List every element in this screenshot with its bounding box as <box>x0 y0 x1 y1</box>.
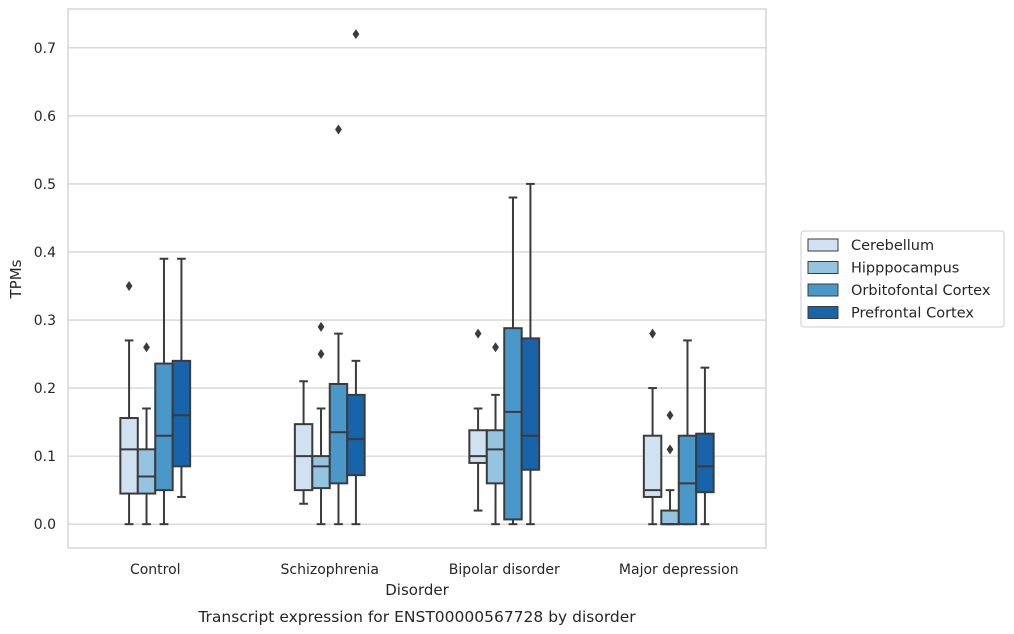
x-tick-labels: Control Schizophrenia Bipolar disorder Majo… <box>130 562 739 578</box>
x-tick-label: Major depression <box>619 562 739 578</box>
outlier-point <box>335 124 342 135</box>
outlier-point <box>492 342 499 353</box>
legend-label: Cerebellum <box>851 238 934 254</box>
legend-swatch <box>807 306 839 319</box>
legend: Cerebellum Hipppocampus Orbitofontal Corte… <box>800 230 1005 328</box>
outlier-point <box>317 321 325 332</box>
outlier-point <box>125 280 133 291</box>
y-tick-label: 0.4 <box>34 245 56 261</box>
box-body <box>171 359 192 468</box>
box-body <box>503 327 523 521</box>
box-4-3 <box>520 182 541 526</box>
outlier-point <box>649 328 656 339</box>
legend-label: Prefrontal Cortex <box>851 306 974 322</box>
box-body <box>485 429 506 485</box>
y-tick-label: 0.7 <box>34 41 56 57</box>
box-body <box>119 417 139 495</box>
box-4-1 <box>171 257 192 498</box>
box-body <box>660 509 680 526</box>
legend-label: Hipppocampus <box>851 261 959 277</box>
y-tick-label: 0.6 <box>34 109 56 125</box>
box-body <box>677 434 698 526</box>
x-tick-label: Bipolar disorder <box>449 562 560 578</box>
box-body <box>642 434 663 498</box>
box-body <box>154 362 174 492</box>
x-tick-label: Schizophrenia <box>281 562 379 578</box>
y-tick-label: 0.1 <box>34 449 56 465</box>
y-tick-label: 0.2 <box>34 381 56 397</box>
box-3-3 <box>503 196 523 526</box>
box-1-4 <box>642 328 663 526</box>
x-axis-label: Disorder <box>385 581 449 599</box>
legend-frame <box>800 230 1005 328</box>
box-3-2 <box>328 124 349 526</box>
y-axis-label: TPMs <box>7 259 25 299</box>
legend-items: Cerebellum Hipppocampus Orbitofontal Corte… <box>807 238 991 322</box>
box-body <box>468 429 488 464</box>
outlier-point <box>352 29 360 40</box>
y-tick-label: 0.3 <box>34 313 56 329</box>
box-body <box>346 393 366 477</box>
x-tick-label: Control <box>130 562 181 578</box>
y-tick-labels: 0.0 0.1 0.2 0.3 0.4 0.5 0.6 0.7 <box>34 41 56 533</box>
box-4-2 <box>346 29 366 526</box>
box-1-1 <box>119 280 139 526</box>
y-tick-label: 0.0 <box>34 517 56 533</box>
box-body <box>520 337 541 471</box>
box-1-2 <box>293 380 314 505</box>
legend-label: Orbitofontal Cortex <box>851 283 991 299</box>
legend-swatch <box>807 238 839 252</box>
box-3-4 <box>677 339 698 526</box>
y-tick-label: 0.5 <box>34 177 56 193</box>
legend-swatch <box>807 283 839 297</box>
outlier-point <box>143 342 150 353</box>
box-2-1 <box>136 342 157 526</box>
box-plots <box>119 29 715 526</box>
chart-caption: Transcript expression for ENST0000056772… <box>197 608 636 626</box>
box-4-4 <box>695 366 715 526</box>
outlier-point <box>474 328 482 339</box>
outlier-point <box>666 410 674 421</box>
outlier-point <box>317 349 325 360</box>
box-body <box>328 382 349 485</box>
legend-swatch <box>807 261 839 274</box>
box-body <box>311 455 331 490</box>
box-body <box>136 448 157 495</box>
outlier-point <box>666 444 674 455</box>
box-body <box>695 432 715 494</box>
box-body <box>293 423 314 492</box>
